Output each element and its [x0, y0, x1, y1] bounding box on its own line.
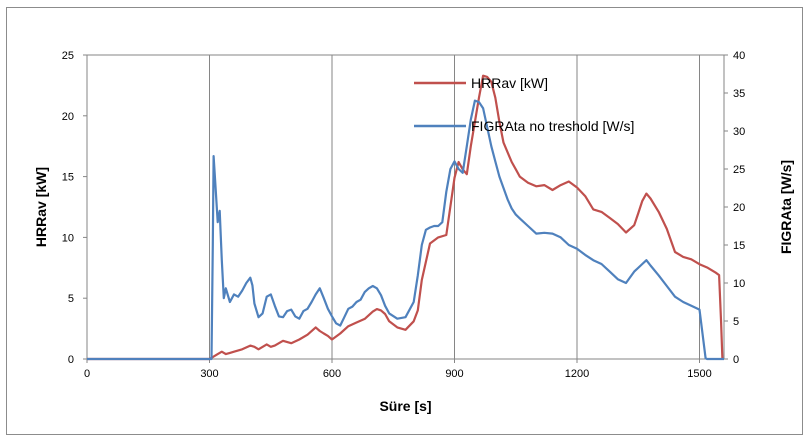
grid-lines	[209, 55, 700, 359]
left-y-tick-label: 15	[62, 172, 74, 184]
left-y-axis-ticks: 0 5 10 15 20 25	[62, 50, 87, 366]
left-y-axis-title: HRRav [kW]	[33, 167, 49, 247]
x-tick-label: 1200	[565, 368, 589, 380]
plot-area-border	[86, 54, 725, 360]
right-y-tick-label: 35	[733, 88, 745, 100]
x-axis-title: Süre [s]	[379, 398, 431, 414]
left-y-tick-label: 25	[62, 50, 74, 62]
right-y-tick-label: 25	[733, 164, 745, 176]
right-y-tick-label: 30	[733, 126, 745, 138]
right-y-tick-label: 5	[733, 316, 739, 328]
series-lines	[87, 74, 724, 361]
figra-series-line	[87, 99, 724, 361]
right-y-axis-title: FIGRAta [W/s]	[778, 160, 794, 254]
left-y-tick-label: 10	[62, 232, 74, 244]
right-y-axis-ticks: 0 5 10 15 20 25 30 35 40	[724, 50, 745, 366]
right-y-tick-label: 10	[733, 278, 745, 290]
chart-area	[6, 7, 803, 435]
hrr-series-line	[87, 74, 724, 361]
left-y-tick-label: 5	[68, 293, 74, 305]
right-y-tick-label: 20	[733, 202, 745, 214]
x-tick-label: 1500	[687, 368, 711, 380]
left-y-tick-label: 20	[62, 111, 74, 123]
x-tick-label: 0	[84, 368, 90, 380]
right-y-tick-label: 15	[733, 240, 745, 252]
right-y-tick-label: 0	[733, 354, 739, 366]
left-y-tick-label: 0	[68, 354, 74, 366]
x-tick-label: 900	[445, 368, 463, 380]
x-tick-label: 300	[200, 368, 218, 380]
legend-label-hrr: HRRav [kW]	[471, 75, 548, 91]
right-y-tick-label: 40	[733, 50, 745, 62]
legend-label-figra: FIGRAta no treshold [W/s]	[471, 118, 634, 134]
x-axis-ticks: 0 300 600 900 1200 1500	[84, 359, 712, 380]
legend: HRRav [kW] FIGRAta no treshold [W/s]	[414, 75, 634, 134]
x-tick-label: 600	[323, 368, 341, 380]
